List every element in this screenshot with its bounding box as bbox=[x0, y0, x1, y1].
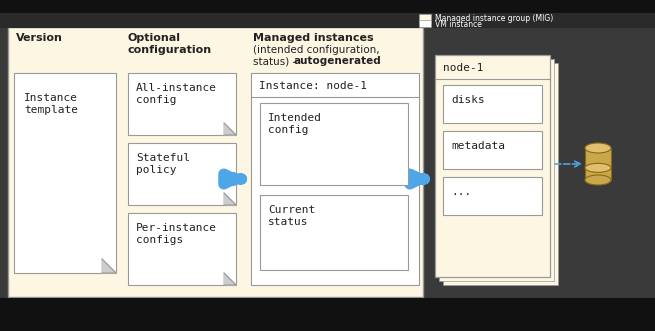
Text: Current
status: Current status bbox=[268, 205, 315, 227]
Text: Managed instances: Managed instances bbox=[253, 33, 373, 43]
Polygon shape bbox=[102, 259, 116, 273]
Bar bbox=[439, 59, 554, 281]
Text: Stateful
policy: Stateful policy bbox=[136, 153, 190, 174]
Text: status) -: status) - bbox=[253, 56, 299, 66]
Bar bbox=[14, 73, 116, 273]
Text: Version: Version bbox=[16, 33, 63, 43]
Text: Optional
configuration: Optional configuration bbox=[128, 33, 212, 55]
Bar bbox=[443, 131, 542, 169]
Bar bbox=[435, 55, 550, 277]
Bar bbox=[443, 85, 542, 123]
Text: autogenerated: autogenerated bbox=[293, 56, 381, 66]
Text: metadata: metadata bbox=[451, 141, 505, 151]
Bar bbox=[585, 148, 611, 180]
Bar bbox=[419, 20, 431, 27]
Text: VM instance: VM instance bbox=[435, 20, 482, 29]
Text: (intended configuration,: (intended configuration, bbox=[253, 45, 380, 55]
Ellipse shape bbox=[585, 175, 611, 185]
Bar bbox=[128, 213, 236, 285]
Text: Intended
config: Intended config bbox=[268, 113, 322, 135]
Bar bbox=[251, 73, 419, 285]
Bar bbox=[0, 298, 655, 331]
Text: node-1: node-1 bbox=[443, 63, 483, 73]
Text: Instance
template: Instance template bbox=[24, 93, 78, 115]
Text: All-instance
config: All-instance config bbox=[136, 83, 217, 105]
Bar bbox=[128, 143, 236, 205]
Bar bbox=[0, 13, 655, 27]
Text: disks: disks bbox=[451, 95, 485, 105]
Text: Per-instance
configs: Per-instance configs bbox=[136, 223, 217, 245]
Bar bbox=[260, 103, 408, 185]
Ellipse shape bbox=[585, 163, 611, 172]
Polygon shape bbox=[224, 193, 236, 205]
Polygon shape bbox=[224, 273, 236, 285]
Ellipse shape bbox=[585, 143, 611, 153]
Bar bbox=[0, 0, 655, 13]
Bar bbox=[260, 195, 408, 270]
Polygon shape bbox=[224, 123, 236, 135]
Bar bbox=[443, 177, 542, 215]
Bar bbox=[443, 63, 558, 285]
Text: ...: ... bbox=[451, 187, 471, 197]
Text: Instance: node-1: Instance: node-1 bbox=[259, 81, 367, 91]
Bar bbox=[8, 27, 423, 297]
Text: Managed instance group (MIG): Managed instance group (MIG) bbox=[435, 14, 553, 23]
Bar bbox=[128, 73, 236, 135]
Bar bbox=[419, 14, 431, 24]
